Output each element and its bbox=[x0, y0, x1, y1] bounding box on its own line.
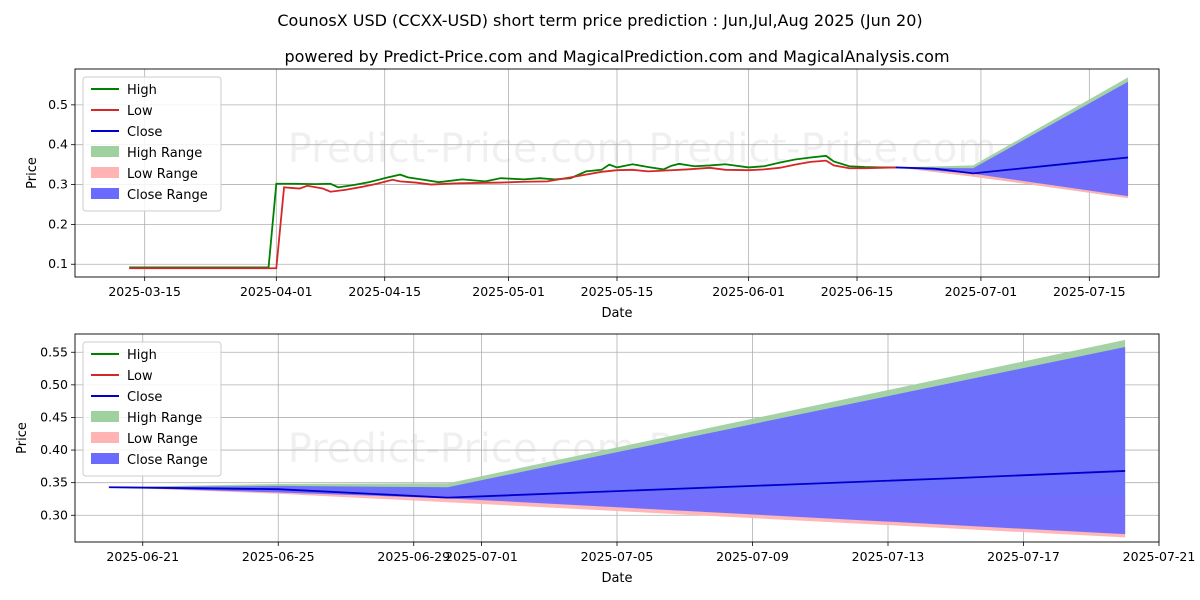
top-panel-full-history: Predict-Price.com Predict-Price.com 0.1 0.… bbox=[25, 68, 1160, 321]
x-tick-label: 2025-06-29 bbox=[377, 549, 450, 564]
plot-area bbox=[108, 339, 1126, 538]
y-tick-label: 0.40 bbox=[40, 442, 68, 457]
chart-subtitle: powered by Predict-Price.com and Magical… bbox=[284, 47, 949, 66]
legend-swatch-close-range bbox=[91, 453, 119, 464]
y-axis-label: Price bbox=[25, 157, 40, 189]
axes-frame bbox=[74, 68, 1160, 278]
axes-frame bbox=[74, 333, 1160, 543]
legend-label-high: High bbox=[127, 348, 157, 363]
legend-swatch-low-range bbox=[91, 432, 119, 443]
y-tick-label: 0.5 bbox=[48, 97, 68, 112]
legend-label-low-range: Low Range bbox=[127, 432, 198, 447]
close-series-line bbox=[108, 470, 1126, 499]
y-tick-label: 0.30 bbox=[40, 507, 68, 522]
close-range-band bbox=[895, 81, 1129, 197]
y-tick-label: 0.1 bbox=[48, 256, 68, 271]
y-tick-label: 0.55 bbox=[40, 344, 68, 359]
x-tick-label: 2025-07-01 bbox=[445, 549, 518, 564]
x-tick-label: 2025-03-15 bbox=[108, 284, 181, 299]
x-tick-label: 2025-07-21 bbox=[1123, 549, 1196, 564]
x-tick-label: 2025-07-13 bbox=[852, 549, 925, 564]
legend-label-low: Low bbox=[127, 369, 153, 384]
x-tick-label: 2025-04-01 bbox=[240, 284, 313, 299]
legend-label-high-range: High Range bbox=[127, 411, 202, 426]
legend-label-close: Close bbox=[127, 390, 162, 405]
y-tick-label: 0.50 bbox=[40, 377, 68, 392]
y-tick-label: 0.2 bbox=[48, 216, 68, 231]
x-axis-label: Date bbox=[601, 571, 632, 586]
legend-swatch-high-range bbox=[91, 146, 119, 157]
x-tick-label: 2025-04-15 bbox=[348, 284, 421, 299]
bottom-panel-forecast-zoom: Predict-Price.com Predict-Price.com0.300… bbox=[15, 333, 1196, 586]
x-tick-label: 2025-06-01 bbox=[712, 284, 785, 299]
x-tick-label: 2025-06-21 bbox=[106, 549, 179, 564]
x-tick-label: 2025-07-09 bbox=[716, 549, 789, 564]
legend-label-close-range: Close Range bbox=[127, 188, 208, 203]
plot-area bbox=[129, 77, 1129, 270]
y-tick-label: 0.45 bbox=[40, 409, 68, 424]
x-tick-label: 2025-06-25 bbox=[242, 549, 315, 564]
y-tick-label: 0.4 bbox=[48, 137, 68, 152]
legend-swatch-low-range bbox=[91, 167, 119, 178]
y-tick-label: 0.35 bbox=[40, 475, 68, 490]
x-tick-label: 2025-05-01 bbox=[472, 284, 545, 299]
x-tick-label: 2025-07-17 bbox=[987, 549, 1060, 564]
legend-swatch-high-range bbox=[91, 411, 119, 422]
watermark-text: Predict-Price.com Predict-Price.com bbox=[288, 126, 997, 172]
chart-title: CounosX USD (CCXX-USD) short term price … bbox=[277, 11, 922, 30]
x-axis-label: Date bbox=[601, 306, 632, 321]
close-series-line bbox=[895, 156, 1129, 175]
y-tick-label: 0.3 bbox=[48, 177, 68, 192]
y-axis-label: Price bbox=[15, 422, 30, 454]
x-tick-label: 2025-07-05 bbox=[581, 549, 654, 564]
low-series-line bbox=[129, 159, 896, 270]
x-tick-label: 2025-07-15 bbox=[1053, 284, 1126, 299]
x-tick-label: 2025-05-15 bbox=[581, 284, 654, 299]
legend-label-close-range: Close Range bbox=[127, 453, 208, 468]
legend-label-high: High bbox=[127, 83, 157, 98]
legend-label-low: Low bbox=[127, 104, 153, 119]
legend-label-low-range: Low Range bbox=[127, 167, 198, 182]
x-tick-label: 2025-07-01 bbox=[945, 284, 1018, 299]
legend-label-close: Close bbox=[127, 125, 162, 140]
high-series-line bbox=[129, 154, 896, 269]
x-tick-label: 2025-06-15 bbox=[821, 284, 894, 299]
legend-label-high-range: High Range bbox=[127, 146, 202, 161]
legend-swatch-close-range bbox=[91, 188, 119, 199]
close-range-band bbox=[108, 347, 1126, 535]
